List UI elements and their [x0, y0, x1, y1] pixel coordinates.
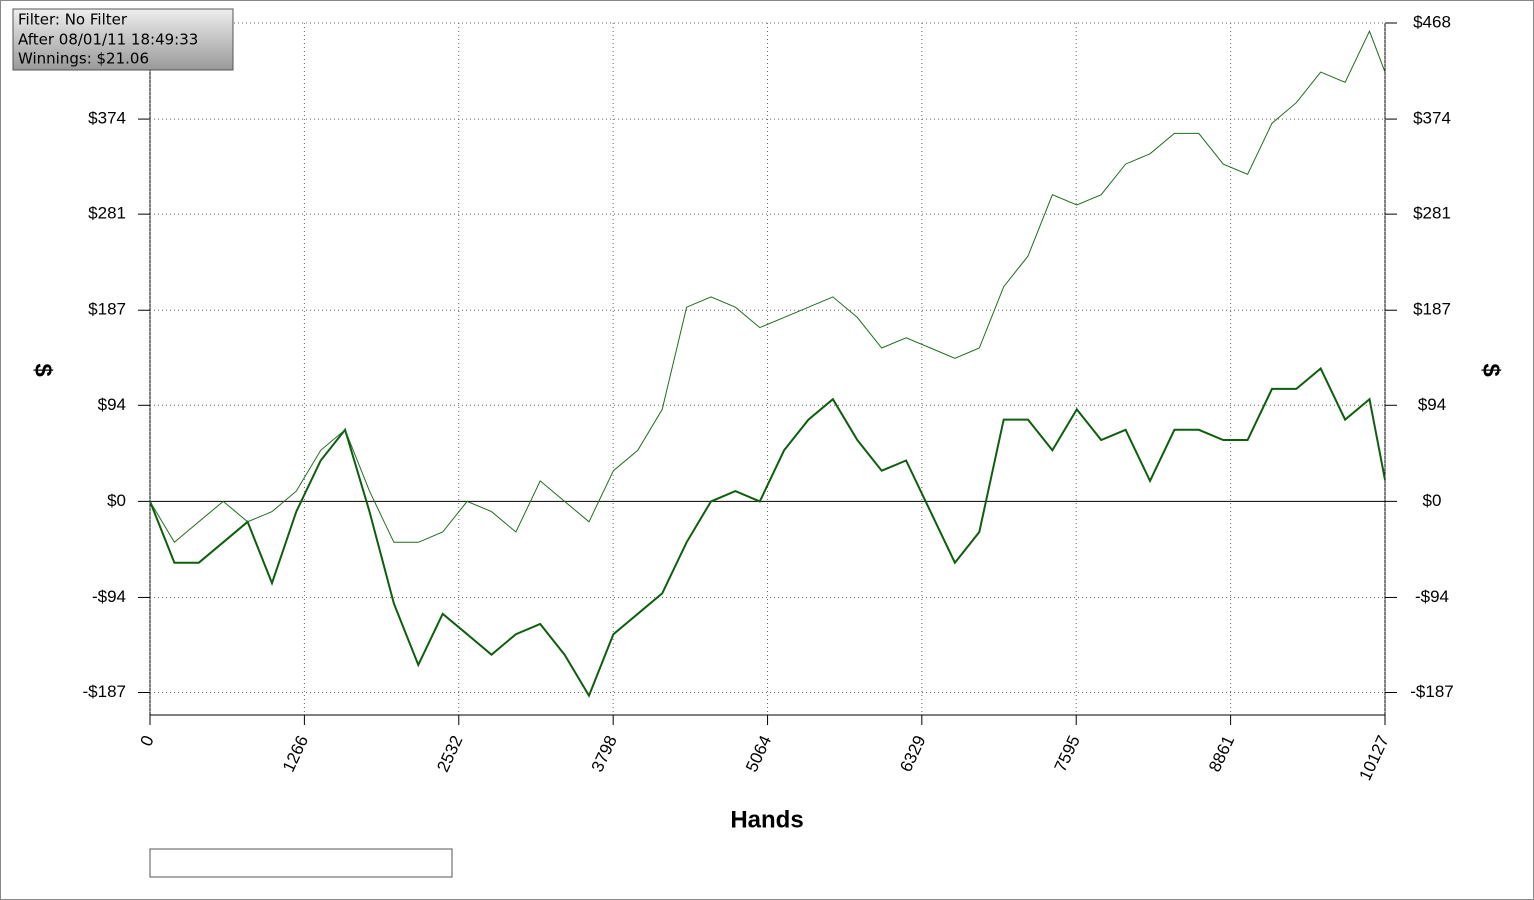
x-axis-label: Hands	[730, 806, 803, 833]
series-line	[149, 366, 1386, 698]
y2-tick-label: $187	[1413, 300, 1451, 319]
y-tick-label: $281	[88, 204, 126, 223]
info-box	[12, 8, 234, 71]
y-tick-label: $374	[88, 109, 126, 128]
series-line	[149, 29, 1386, 544]
y2-tick-label: $281	[1413, 204, 1451, 223]
y2-tick-label: $94	[1418, 395, 1446, 414]
y-tick-label: $187	[88, 300, 126, 319]
info-text: After 08/01/11 18:49:33	[18, 31, 198, 49]
legend	[149, 848, 453, 878]
y-tick-label: $0	[107, 491, 126, 510]
y-tick-label: $94	[98, 395, 126, 414]
y2-tick-label: $468	[1413, 12, 1451, 31]
y-axis-label: $	[30, 363, 57, 377]
y-tick-label: -$187	[83, 682, 126, 701]
y2-axis-label: $	[1478, 363, 1505, 377]
info-text: Winnings: $21.06	[18, 50, 149, 68]
y2-tick-label: -$94	[1415, 587, 1449, 606]
info-text: Filter: No Filter	[18, 11, 128, 29]
y-tick-label: -$94	[92, 587, 126, 606]
plot: -$187 -$187 -$94 -$94 $0 $0 $94 $94 $187 $187 $281…	[83, 12, 1454, 871]
y2-tick-label: $0	[1423, 491, 1442, 510]
y2-tick-label: -$187	[1410, 682, 1453, 701]
y2-tick-label: $374	[1413, 109, 1451, 128]
